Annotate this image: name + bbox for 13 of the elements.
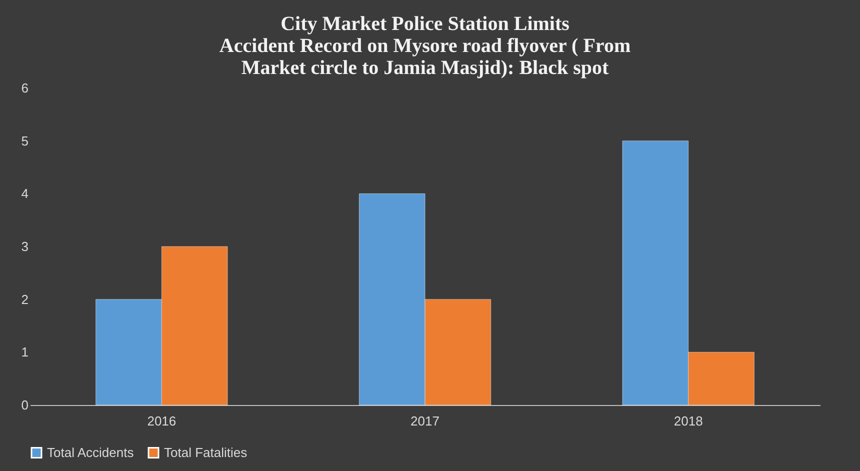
y-tick-label: 6 xyxy=(21,80,28,96)
x-tick-label: 2017 xyxy=(410,414,440,428)
y-tick-label: 4 xyxy=(21,186,28,202)
chart-title: City Market Police Station Limits Accident Record on Mysore road flyover ( From Market circle to Jamia Masjid): Black spot xyxy=(219,13,631,79)
legend-label: Total Accidents xyxy=(47,444,134,460)
x-tick-label: 2018 xyxy=(674,414,703,428)
y-tick-label: 2 xyxy=(21,292,28,307)
y-tick-label: 0 xyxy=(21,398,28,412)
y-tick-label: 3 xyxy=(21,239,28,254)
x-tick-label: 2016 xyxy=(147,414,176,428)
y-tick-label: 1 xyxy=(21,344,28,360)
y-tick-label: 5 xyxy=(21,133,28,148)
legend-label: Total Fatalities xyxy=(164,444,248,460)
